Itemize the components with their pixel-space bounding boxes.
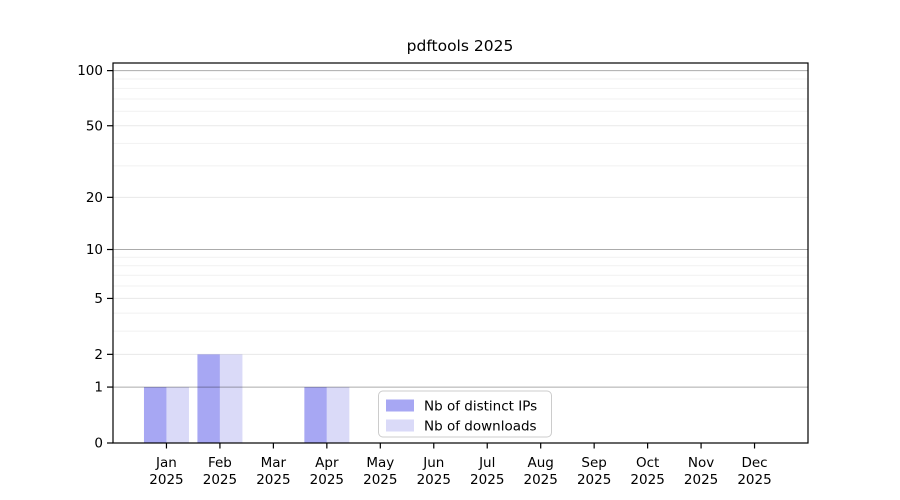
x-tick-label: Apr 2025 bbox=[310, 455, 344, 488]
grid-layer bbox=[113, 70, 808, 388]
x-tick-label: May 2025 bbox=[363, 455, 397, 488]
legend-swatch-downloads bbox=[386, 419, 414, 432]
bar-feb-distinct-ips bbox=[197, 354, 220, 443]
chart-title: pdftools 2025 bbox=[407, 37, 514, 55]
x-tick-label: Jan 2025 bbox=[149, 455, 183, 488]
x-tick-label: Jul 2025 bbox=[470, 455, 504, 488]
y-tick-label: 5 bbox=[94, 291, 103, 307]
y-tick-label: 0 bbox=[94, 436, 103, 452]
y-tick-label: 100 bbox=[77, 63, 103, 79]
bar-feb-downloads bbox=[219, 354, 243, 443]
y-tick-label: 1 bbox=[94, 380, 103, 396]
plot-border bbox=[112, 62, 809, 444]
x-tick-label: Aug 2025 bbox=[524, 455, 558, 488]
x-tick-label: Feb 2025 bbox=[203, 455, 237, 488]
x-tick-label: Jun 2025 bbox=[417, 455, 451, 488]
legend-swatch-distinct-ips bbox=[386, 399, 414, 412]
bar-jan-downloads bbox=[166, 387, 189, 443]
bar-apr-distinct-ips bbox=[304, 387, 327, 443]
x-tick-label: Sep 2025 bbox=[577, 455, 611, 488]
y-tick-label: 50 bbox=[86, 118, 103, 134]
x-tick-label: Dec 2025 bbox=[737, 455, 771, 488]
x-tick-label: Mar 2025 bbox=[256, 455, 290, 488]
y-tick-label: 2 bbox=[94, 347, 103, 363]
x-axis: Jan 2025 Feb 2025 Mar 2025 Apr 2025 May 2025 Jun 20… bbox=[149, 443, 772, 488]
y-axis: 0 1 2 5 10 20 50 100 bbox=[77, 63, 113, 452]
bar-apr-downloads bbox=[326, 387, 350, 443]
x-tick-label: Oct 2025 bbox=[630, 455, 664, 488]
legend: Nb of distinct IPs Nb of downloads bbox=[378, 390, 552, 438]
bar-jan-distinct-ips bbox=[143, 387, 167, 443]
legend-label-downloads: Nb of downloads bbox=[424, 419, 537, 435]
legend-box bbox=[378, 390, 552, 438]
bars-layer bbox=[143, 354, 350, 443]
y-tick-label: 10 bbox=[86, 242, 103, 258]
x-tick-label: Nov 2025 bbox=[684, 455, 718, 488]
y-tick-label: 20 bbox=[86, 190, 103, 206]
legend-label-distinct-ips: Nb of distinct IPs bbox=[424, 399, 537, 415]
